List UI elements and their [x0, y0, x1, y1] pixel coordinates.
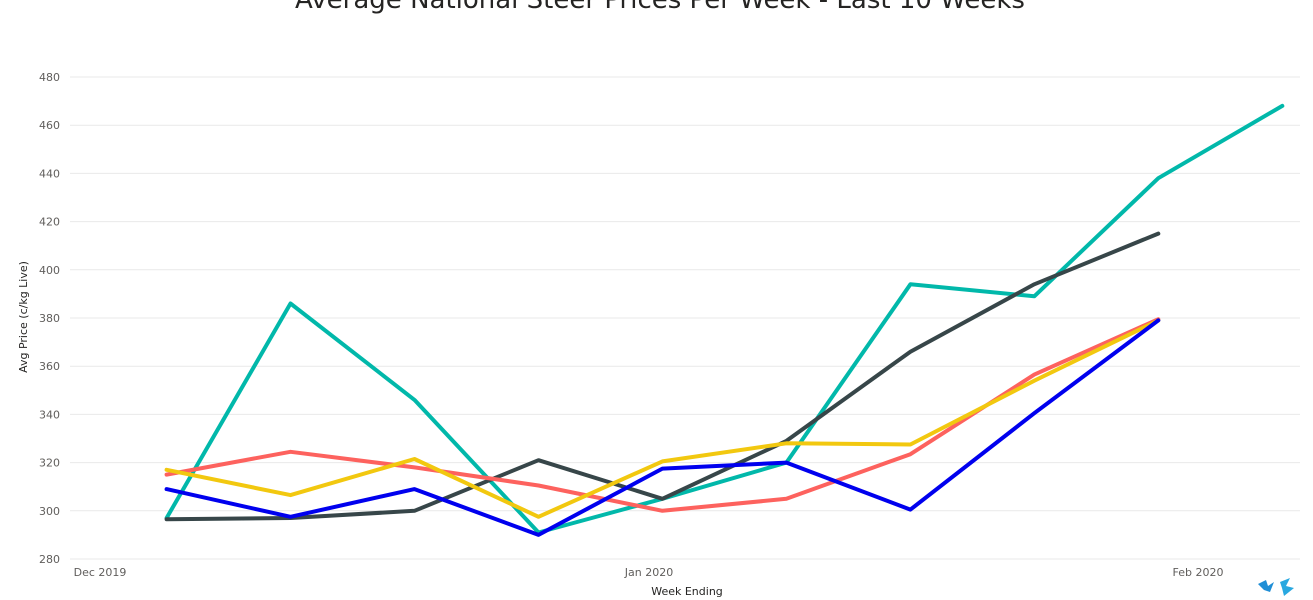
- y-tick-label: 380: [39, 312, 60, 325]
- series-line-4: [164, 318, 1161, 519]
- y-tick-label: 420: [39, 216, 60, 229]
- y-tick-label: 300: [39, 505, 60, 518]
- brand-logo-icon: [1258, 578, 1294, 596]
- series-line-2: [164, 231, 1161, 522]
- y-tick-label: 320: [39, 457, 60, 470]
- x-axis-ticks: Dec 2019 Jan 2020 Feb 2020: [74, 566, 1224, 579]
- y-tick-label: 340: [39, 408, 60, 421]
- y-tick-label: 460: [39, 119, 60, 132]
- y-tick-label: 400: [39, 264, 60, 277]
- series-line-3: [164, 317, 1161, 513]
- gridlines: [70, 76, 1300, 560]
- y-axis-label: Avg Price (c/kg Live): [17, 261, 30, 373]
- chart-title: Average National Steer Prices Per Week -…: [295, 0, 1025, 15]
- y-tick-label: 480: [39, 71, 60, 84]
- series-line-1: [164, 103, 1285, 535]
- x-tick-label: Jan 2020: [624, 566, 673, 579]
- x-axis-label: Week Ending: [651, 585, 723, 598]
- y-axis-ticks: 280 300 320 340 360 380 400 420 440 460 480: [39, 71, 60, 566]
- y-tick-label: 360: [39, 360, 60, 373]
- x-tick-label: Feb 2020: [1173, 566, 1224, 579]
- series-line-5: [164, 318, 1161, 537]
- series-lines: [164, 103, 1285, 537]
- y-tick-label: 280: [39, 553, 60, 566]
- y-tick-label: 440: [39, 167, 60, 180]
- x-tick-label: Dec 2019: [74, 566, 127, 579]
